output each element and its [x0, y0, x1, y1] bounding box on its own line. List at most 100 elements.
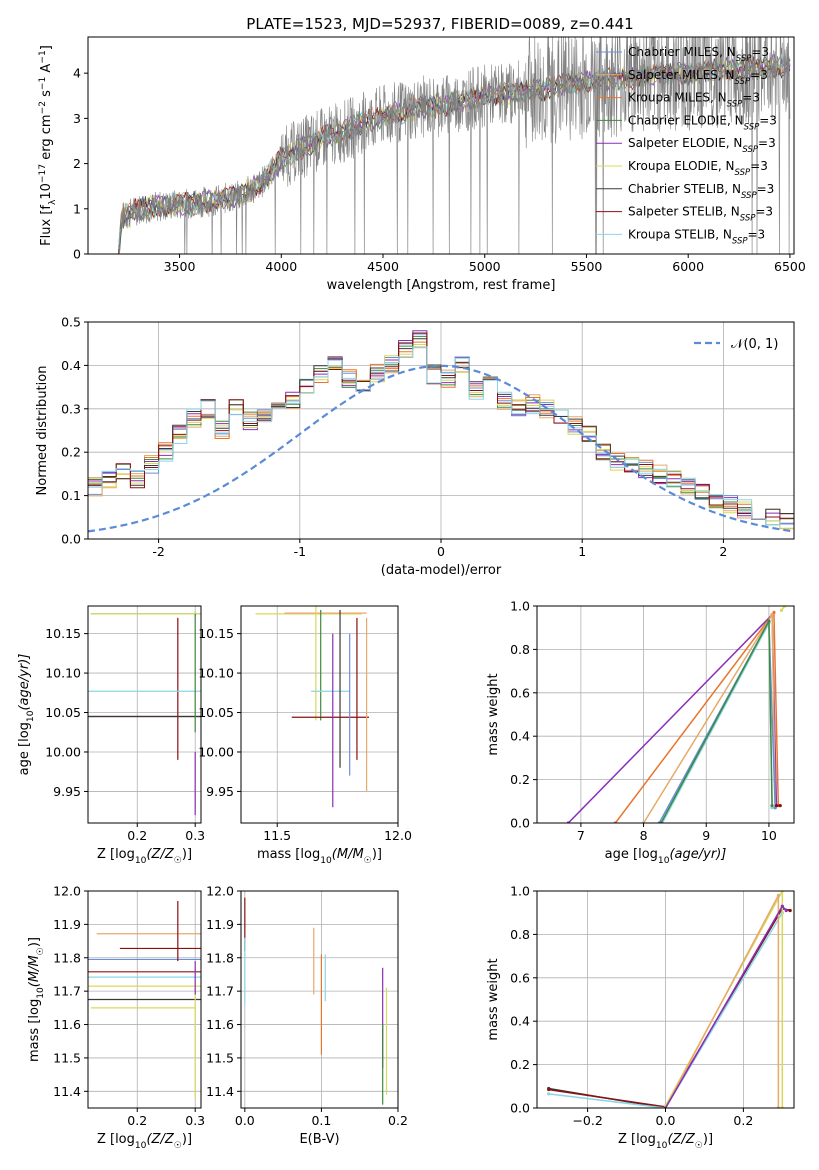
x-axis-label: age [log10(age/yr)]	[605, 847, 727, 866]
y-tick-label: 11.6	[53, 1017, 81, 1032]
y-tick-label: 0.4	[510, 1014, 530, 1029]
weight-point-1-3	[788, 908, 792, 913]
x-axis-label-seg: )]	[182, 1132, 192, 1147]
panel-spectrum: 3500 4000 4500 5000 5500 6000 6500 0 1 2 3 4 wavelen…	[38, 36, 806, 293]
x-tick-label: 0.0	[656, 1113, 676, 1128]
x-tick-label: 8	[640, 828, 648, 843]
y-tick-label: 0.4	[510, 729, 530, 744]
weight-point-1-0	[547, 1087, 551, 1092]
y-tick-label: 2	[73, 156, 81, 171]
x-axis-label: Z [log10(Z/Z☉)]	[618, 1132, 713, 1151]
x-tick-label: 9	[702, 828, 710, 843]
x-axis-label: wavelength [Angstrom, rest frame]	[327, 278, 556, 293]
x-axis-label-seg: 10	[135, 856, 147, 866]
panel-massweight_vs_Z: −0.2 0.0 0.2 0.0 0.2 0.4 0.6 0.8 1.0 Z [log10(Z/Z…	[486, 884, 795, 1151]
y-axis-label-seg: )]	[27, 937, 42, 947]
x-tick-label: 0.2	[127, 1113, 147, 1128]
legend-label-text: Kroupa ELODIE, N	[628, 159, 735, 173]
x-tick-label: -2	[152, 544, 164, 559]
axes-frame	[536, 605, 795, 824]
weight-point-6-0	[779, 608, 784, 612]
x-tick-label: 0.0	[235, 1113, 255, 1128]
legend-label-text: Chabrier STELIB, N	[628, 182, 741, 196]
x-axis-label-seg: 10	[656, 1141, 668, 1151]
y-tick-label: 0.0	[510, 816, 530, 831]
x-tick-label: 0.3	[185, 828, 205, 843]
x-tick-label: 0.2	[127, 828, 147, 843]
weight-line-4	[661, 620, 773, 823]
weight-point-7-1	[778, 804, 782, 808]
x-axis-label: Z [log10(Z/Z☉)]	[97, 1132, 192, 1151]
x-tick-label: 4000	[265, 259, 297, 274]
legend-label-2: Kroupa MILES, NSSP=3	[628, 91, 760, 110]
x-axis-label-seg: ☉	[174, 1141, 182, 1151]
axes-frame	[240, 605, 399, 824]
legend-label-suffix: =3	[755, 205, 773, 219]
y-tick-label: 0.2	[61, 445, 81, 460]
x-tick-label: 3500	[164, 259, 196, 274]
panels: 3500 4000 4500 5000 5500 6000 6500 0 1 2 3 4 wavelen…	[17, 36, 806, 1152]
legend-label-sub: SSP	[736, 54, 752, 64]
y-tick-label: 0.6	[510, 685, 530, 700]
plot-area-mass_vs_ebv	[244, 897, 388, 1105]
x-axis-label-seg: ☉	[364, 856, 372, 866]
y-axis-label-seg: age [log	[17, 722, 32, 775]
legend-label-sub: SSP	[727, 100, 743, 110]
x-axis-label-seg: Z [log	[618, 1132, 656, 1147]
weight-line-4	[664, 894, 780, 1108]
hist-4	[88, 330, 794, 524]
legend-label-suffix: =3	[742, 91, 760, 105]
plot-area-massweight_vs_Z	[547, 891, 792, 1108]
y-tick-label: 11.5	[53, 1050, 81, 1065]
hist-0	[88, 333, 794, 526]
y-axis-label-seg: erg cm	[39, 114, 54, 163]
y-axis-label-seg: λ	[48, 199, 58, 205]
plot-area-age_vs_mass	[255, 606, 370, 808]
y-axis-label-seg: (age/yr)]	[17, 654, 32, 711]
x-tick-label: 1	[578, 544, 586, 559]
legend-label-text: Kroupa MILES, N	[628, 91, 727, 105]
y-tick-label: 11.4	[53, 1084, 81, 1099]
legend-label-suffix: =3	[751, 45, 769, 59]
panel-mass_vs_Z: 0.2 0.3 11.4 11.5 11.6 11.7 11.8 11.9 12.0 Z [log…	[27, 884, 205, 1152]
legend-label-sub: SSP	[735, 168, 751, 178]
panel-age_vs_mass: 11.5 12.0 9.95 10.00 10.05 10.10 10.15 mass [lo…	[198, 605, 412, 866]
legend-label-0: Chabrier MILES, NSSP=3	[628, 45, 769, 64]
weight-point-5-2	[770, 804, 774, 808]
axes-frame	[87, 890, 202, 1109]
x-axis-label-seg: ☉	[174, 856, 182, 866]
weight-line-1	[548, 907, 791, 1108]
y-tick-label: 12.0	[53, 884, 81, 899]
weight-point-4-1	[776, 893, 781, 897]
x-tick-label: 11.5	[263, 828, 291, 843]
legend-label-text: Chabrier ELODIE, N	[628, 113, 744, 127]
legend-label-text: Salpeter STELIB, N	[628, 205, 740, 219]
y-tick-label: 0.4	[61, 358, 81, 373]
x-tick-label: 2	[719, 544, 727, 559]
hist-6	[88, 338, 794, 525]
x-axis-label-seg: (age/yr)]	[669, 847, 726, 862]
legend-label-5: Kroupa ELODIE, NSSP=3	[628, 159, 768, 178]
x-tick-label: 0.2	[733, 1113, 753, 1128]
y-tick-label: 0.8	[510, 927, 530, 942]
y-tick-label: 0	[73, 247, 81, 262]
y-tick-label: 9.95	[53, 784, 81, 799]
y-tick-label: 3	[73, 111, 81, 126]
model-curve-1	[118, 56, 791, 254]
y-axis-label-seg: A	[39, 64, 54, 77]
data-spectrum	[118, 37, 791, 254]
hist-2	[88, 341, 794, 520]
weight-point-5-1	[767, 619, 771, 623]
panel-residuals: 𝒩(0, 1) -2 -1 0 1 2 0.0 0.1 0.2 0.3 0.4 0.5 (data-mo…	[35, 315, 795, 578]
y-tick-label: 0.2	[510, 1057, 530, 1072]
y-tick-label: 0.5	[61, 315, 81, 330]
y-tick-label: 11.5	[206, 1050, 234, 1065]
hist-5	[88, 344, 794, 529]
x-axis-label-seg: Z [log	[97, 1132, 135, 1147]
legend-label-6: Chabrier STELIB, NSSP=3	[628, 182, 774, 201]
x-tick-label: 4500	[367, 259, 399, 274]
x-tick-label: 0	[437, 544, 445, 559]
legend-label-1: Salpeter MILES, NSSP=3	[628, 68, 768, 87]
plot-area-massweight_vs_age	[566, 606, 787, 823]
